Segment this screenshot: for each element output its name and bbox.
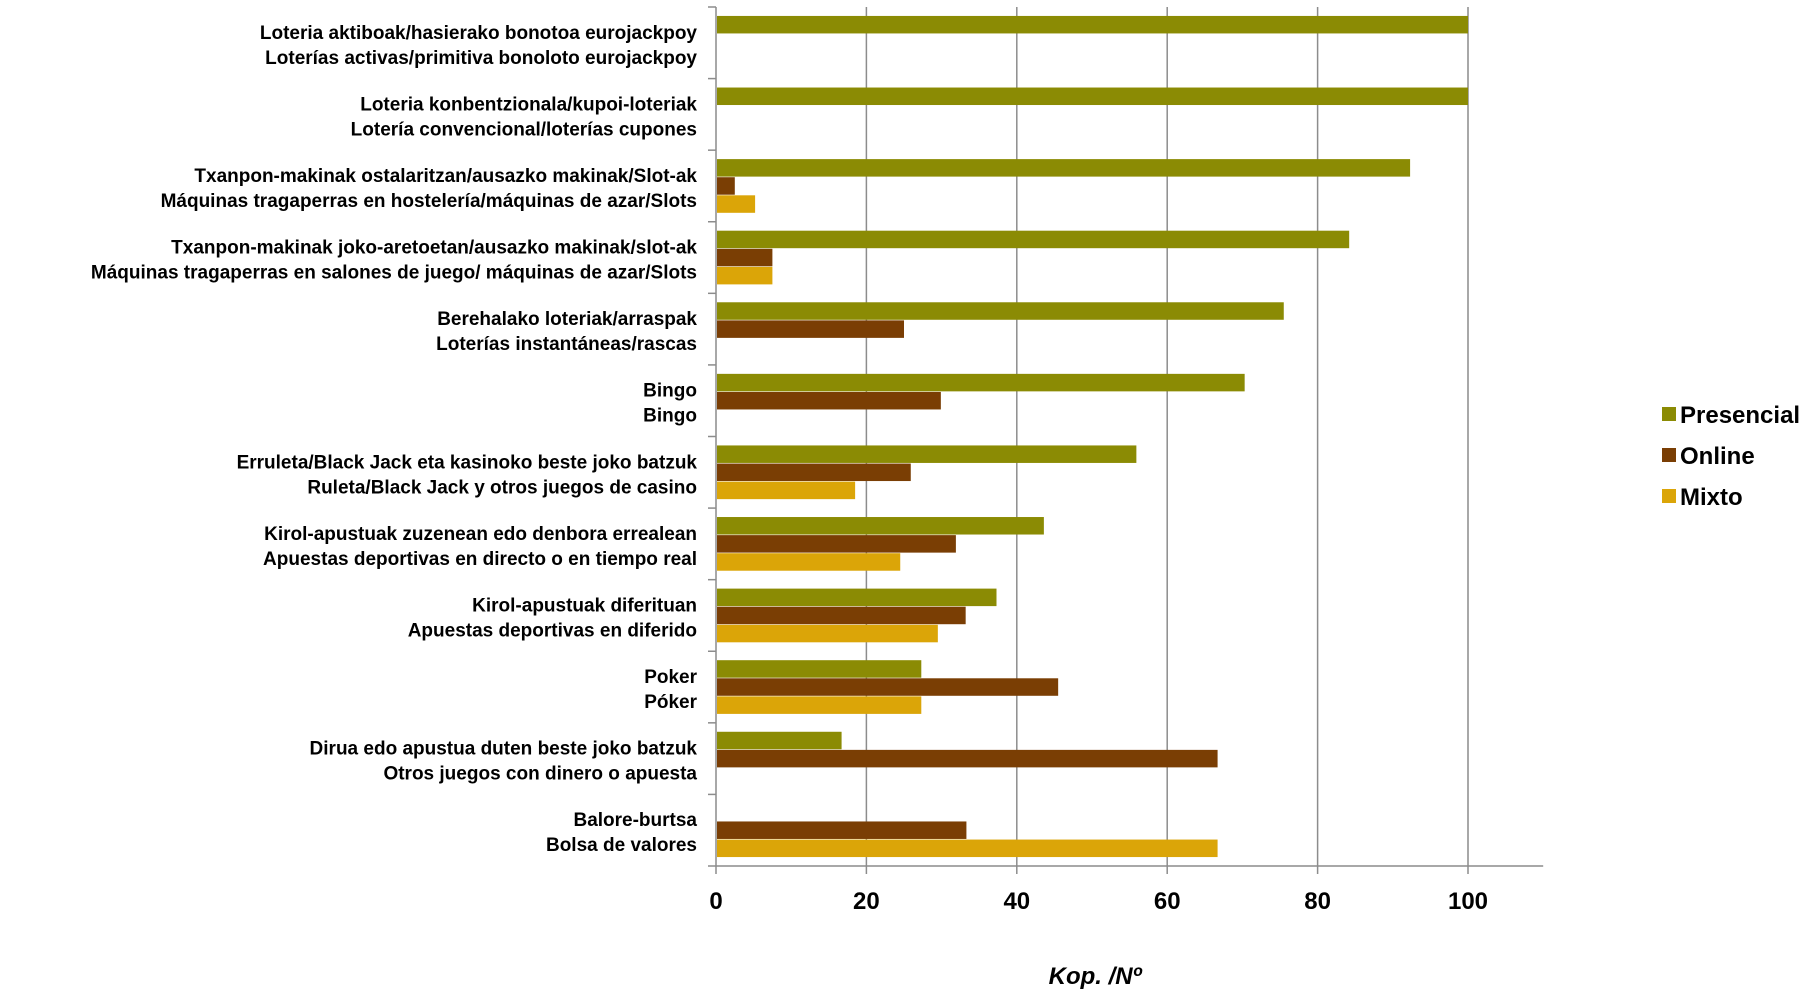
category-label: Poker bbox=[644, 667, 697, 688]
x-tick-label: 0 bbox=[709, 888, 722, 915]
legend-label-mixto: Mixto bbox=[1680, 484, 1743, 511]
bar-online-2 bbox=[717, 177, 735, 195]
category-label: Bolsa de valores bbox=[546, 835, 697, 856]
category-label: Apuestas deportivas en directo o en tiem… bbox=[263, 549, 697, 570]
bar-online-7 bbox=[717, 535, 956, 553]
category-label: Lotería convencional/loterías cupones bbox=[351, 119, 697, 140]
bar-online-5 bbox=[717, 391, 941, 410]
legend-swatch-presencial bbox=[1662, 407, 1676, 421]
category-label: Kirol-apustuak zuzenean edo denbora erre… bbox=[264, 524, 697, 545]
category-label: Máquinas tragaperras en salones de juego… bbox=[91, 263, 697, 284]
category-label: Máquinas tragaperras en hostelería/máqui… bbox=[161, 191, 697, 212]
x-tick-label: 100 bbox=[1448, 888, 1488, 915]
category-label: Bingo bbox=[643, 406, 697, 427]
bar-presencial-4 bbox=[717, 302, 1284, 320]
bar-mixto-9 bbox=[717, 696, 922, 714]
x-tick-label: 40 bbox=[1003, 888, 1030, 915]
category-labels: Loteria aktiboak/hasierako bonotoa euroj… bbox=[91, 23, 698, 856]
category-label: Apuestas deportivas en diferido bbox=[408, 620, 697, 641]
category-label: Bingo bbox=[643, 381, 697, 402]
bar-mixto-7 bbox=[717, 553, 901, 571]
category-label: Ruleta/Black Jack y otros juegos de casi… bbox=[307, 477, 697, 498]
category-label: Txanpon-makinak ostalaritzan/ausazko mak… bbox=[194, 166, 697, 187]
category-label: Loteria aktiboak/hasierako bonotoa euroj… bbox=[260, 23, 698, 44]
category-label: Otros juegos con dinero o apuesta bbox=[383, 764, 697, 785]
category-label: Berehalako loteriak/arraspak bbox=[437, 309, 697, 330]
bar-presencial-9 bbox=[717, 660, 922, 678]
x-tick-label: 80 bbox=[1304, 888, 1331, 915]
bar-mixto-8 bbox=[717, 624, 938, 643]
x-tick-label: 60 bbox=[1154, 888, 1181, 915]
category-label: Loteria konbentzionala/kupoi-loteriak bbox=[360, 94, 697, 115]
x-tick-labels: 0 20 40 60 80 100 bbox=[709, 888, 1488, 915]
legend-label-presencial: Presencial bbox=[1680, 402, 1800, 429]
bar-presencial-1 bbox=[717, 87, 1468, 106]
legend: Presencial Online Mixto bbox=[1662, 402, 1800, 511]
category-label: Kirol-apustuak diferituan bbox=[472, 595, 697, 616]
bar-online-6 bbox=[717, 463, 911, 482]
bar-presencial-6 bbox=[717, 445, 1137, 463]
category-label: Erruleta/Black Jack eta kasinoko beste j… bbox=[237, 452, 698, 473]
category-label: Loterías instantáneas/rascas bbox=[436, 334, 697, 355]
bar-presencial-7 bbox=[717, 517, 1044, 535]
bar-online-9 bbox=[717, 678, 1059, 696]
legend-swatch-mixto bbox=[1662, 489, 1676, 503]
bar-presencial-0 bbox=[717, 15, 1468, 34]
bar-mixto-6 bbox=[717, 481, 856, 500]
axes bbox=[708, 6, 1544, 874]
bar-online-3 bbox=[717, 248, 773, 267]
x-tick-label: 20 bbox=[853, 888, 880, 915]
bar-mixto-2 bbox=[717, 195, 756, 213]
bar-online-8 bbox=[717, 606, 966, 625]
category-label: Loterías activas/primitiva bonoloto euro… bbox=[265, 48, 697, 69]
bar-presencial-10 bbox=[717, 731, 842, 750]
category-label: Póker bbox=[644, 692, 697, 713]
legend-swatch-online bbox=[1662, 448, 1676, 462]
bar-mixto-11 bbox=[717, 839, 1218, 858]
grid-lines bbox=[865, 7, 1469, 866]
bar-online-11 bbox=[717, 821, 967, 839]
category-label: Txanpon-makinak joko-aretoetan/ausazko m… bbox=[171, 238, 697, 259]
bar-mixto-3 bbox=[717, 266, 773, 285]
bar-online-4 bbox=[717, 320, 904, 338]
legend-label-online: Online bbox=[1680, 443, 1755, 470]
bar-presencial-5 bbox=[717, 373, 1245, 392]
bars bbox=[717, 15, 1468, 858]
x-axis-title: Kop. /Nº bbox=[1049, 963, 1143, 990]
bar-presencial-3 bbox=[717, 230, 1350, 249]
bar-presencial-8 bbox=[717, 588, 997, 607]
bar-presencial-2 bbox=[717, 159, 1411, 177]
category-label: Dirua edo apustua duten beste joko batzu… bbox=[310, 739, 698, 760]
category-label: Balore-burtsa bbox=[573, 810, 697, 831]
bar-online-10 bbox=[717, 749, 1218, 768]
